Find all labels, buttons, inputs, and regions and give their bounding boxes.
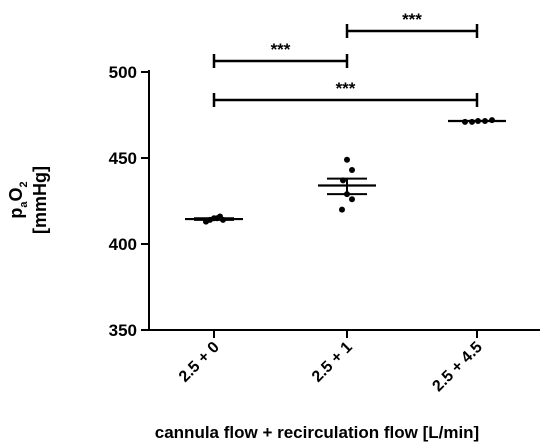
data-point xyxy=(349,167,355,174)
y-tick-label: 350 xyxy=(109,321,137,340)
significance-label: *** xyxy=(402,10,422,29)
data-point xyxy=(349,196,355,203)
significance-label: *** xyxy=(271,40,291,59)
significance-label: *** xyxy=(336,79,356,98)
sig-bracket-2: *** xyxy=(345,10,479,38)
x-ticks: 2.5 + 0 2.5 + 1 2.5 + 4.5 xyxy=(176,330,486,395)
group-3 xyxy=(448,117,506,125)
y-axis-symbol: paO2 xyxy=(6,181,30,218)
data-point xyxy=(344,156,350,163)
y-axis-unit: [mmHg] xyxy=(30,166,50,234)
significance-brackets: *** *** *** xyxy=(212,10,479,107)
group-2 xyxy=(318,156,376,213)
y-tick-label: 400 xyxy=(109,235,137,254)
y-tick-label: 450 xyxy=(109,149,137,168)
data-point xyxy=(339,206,345,213)
group-1 xyxy=(185,213,243,225)
sig-bracket-1: *** xyxy=(212,40,349,68)
sig-bracket-3: *** xyxy=(212,79,479,107)
y-tick-label: 500 xyxy=(109,63,137,82)
x-tick-label: 2.5 + 0 xyxy=(176,339,223,386)
x-tick-label: 2.5 + 1 xyxy=(309,339,356,386)
x-tick-label: 2.5 + 4.5 xyxy=(429,339,485,395)
y-ticks: 350 400 450 500 xyxy=(109,63,149,340)
data-groups xyxy=(185,117,506,225)
x-axis-title: cannula flow + recirculation flow [L/min… xyxy=(155,423,479,442)
